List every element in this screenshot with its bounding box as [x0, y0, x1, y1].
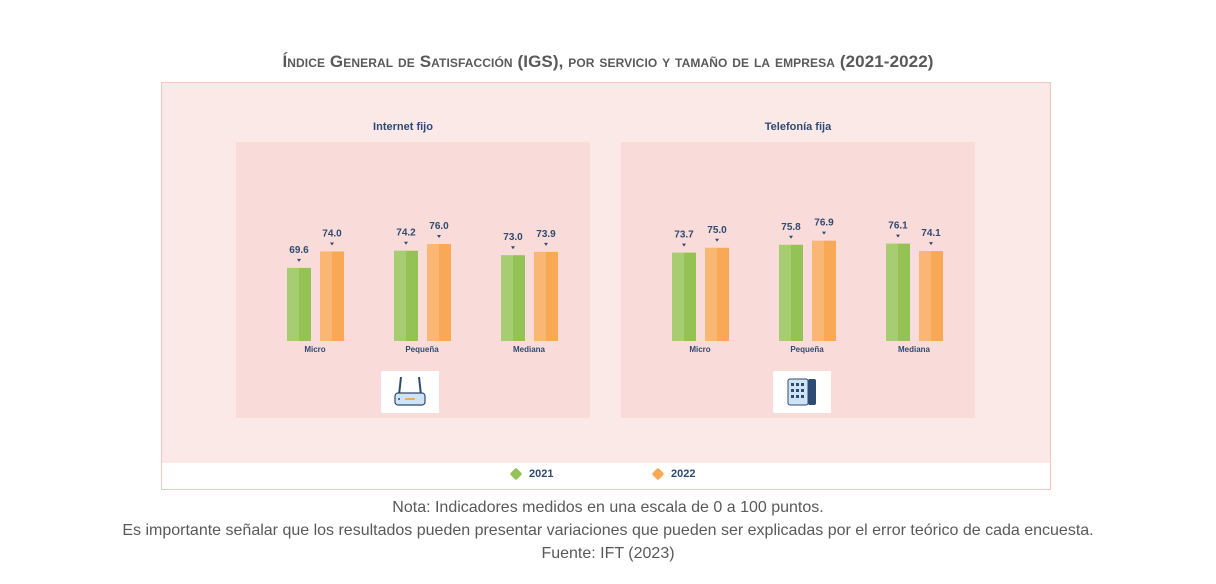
bar-internet-pequeña-2022: [427, 244, 451, 341]
data-label: 76.0: [429, 221, 449, 232]
bar-shade-telefonia-pequeña-2022: [812, 240, 824, 341]
category-label: Micro: [689, 345, 710, 354]
data-label-marker: [404, 241, 408, 245]
note-source: Fuente: IFT (2023): [541, 545, 675, 562]
legend-label-2022: 2022: [671, 468, 696, 480]
legend-item-2021: 2021: [509, 467, 554, 484]
bar-telefonia-pequeña-2021: [779, 244, 803, 341]
data-label: 74.0: [322, 228, 342, 239]
bar-shade-internet-pequeña-2022: [427, 244, 439, 341]
bar-shade-telefonia-mediana-2021: [886, 243, 898, 341]
data-label-marker: [297, 258, 301, 262]
data-label: 75.8: [781, 222, 801, 233]
data-label: 74.1: [921, 228, 941, 239]
data-label-marker: [929, 242, 933, 246]
bar-shade-telefonia-micro-2021: [672, 252, 684, 341]
data-label: 73.7: [674, 230, 694, 241]
desk-phone-icon: [787, 378, 816, 406]
bar-shade-internet-mediana-2022: [534, 251, 546, 341]
data-label-marker: [682, 243, 686, 247]
bar-telefonia-mediana-2021: [886, 243, 910, 341]
router-icon: [394, 376, 426, 406]
legend-strip: [162, 463, 1050, 489]
data-label-marker: [896, 234, 900, 238]
category-label: Mediana: [898, 345, 931, 354]
data-label-marker: [544, 242, 548, 246]
category-label: Pequeña: [790, 345, 824, 354]
bar-shade-internet-micro-2021: [287, 267, 299, 341]
bar-telefonia-mediana-2022: [919, 251, 943, 341]
data-label-marker: [822, 231, 826, 235]
legend-label-2021: 2021: [529, 468, 554, 480]
data-label-marker: [789, 235, 793, 239]
data-label-marker: [437, 235, 441, 239]
bar-shade-internet-pequeña-2021: [394, 250, 406, 341]
data-label: 76.9: [814, 218, 834, 229]
category-label: Mediana: [513, 345, 546, 354]
data-label-marker: [511, 246, 515, 250]
bar-internet-pequeña-2021: [394, 250, 418, 341]
bar-shade-telefonia-mediana-2022: [919, 251, 931, 341]
router-icon-box: [381, 371, 439, 413]
data-label-marker: [715, 238, 719, 242]
legend-swatch-2022: [651, 467, 665, 481]
data-label: 69.6: [289, 245, 309, 256]
data-label: 74.2: [396, 228, 416, 239]
data-label: 76.1: [888, 221, 908, 232]
bar-shade-internet-micro-2022: [320, 251, 332, 341]
legend-item-2022: 2022: [651, 467, 696, 484]
category-label: Pequeña: [405, 345, 439, 354]
data-label-marker: [330, 242, 334, 246]
legend-swatch-2021: [509, 467, 523, 481]
data-label: 73.0: [503, 232, 523, 243]
bar-internet-micro-2022: [320, 251, 344, 341]
bar-shade-telefonia-micro-2022: [705, 247, 717, 341]
note-variations: Es importante señalar que los resultados…: [122, 522, 1094, 539]
panel-title-telefonia: Telefonía fija: [764, 121, 832, 133]
bar-chart-telefonia: 73.7 75.0 Micro 75.8 76.9 Pequeña 76.1 74.1 Medi…: [672, 218, 943, 354]
bar-telefonia-pequeña-2022: [812, 240, 836, 341]
bar-shade-internet-mediana-2021: [501, 255, 513, 341]
data-label: 73.9: [536, 229, 556, 240]
bar-internet-mediana-2021: [501, 255, 525, 341]
panel-title-internet: Internet fijo: [373, 121, 433, 133]
notes: Nota: Indicadores medidos en una escala …: [0, 496, 1216, 565]
bar-internet-micro-2021: [287, 267, 311, 341]
bar-telefonia-micro-2021: [672, 252, 696, 341]
bar-internet-mediana-2022: [534, 251, 558, 341]
bar-shade-telefonia-pequeña-2021: [779, 244, 791, 341]
bar-telefonia-micro-2022: [705, 247, 729, 341]
chart-title: Índice General de Satisfacción (IGS), po…: [282, 52, 934, 71]
note-scale: Nota: Indicadores medidos en una escala …: [392, 499, 824, 516]
data-label: 75.0: [707, 225, 727, 236]
desk-phone-icon-box: [773, 371, 831, 413]
bar-chart-internet: 69.6 74.0 Micro 74.2 76.0 Pequeña 73.0 73.9 Medi…: [287, 221, 558, 354]
category-label: Micro: [304, 345, 325, 354]
